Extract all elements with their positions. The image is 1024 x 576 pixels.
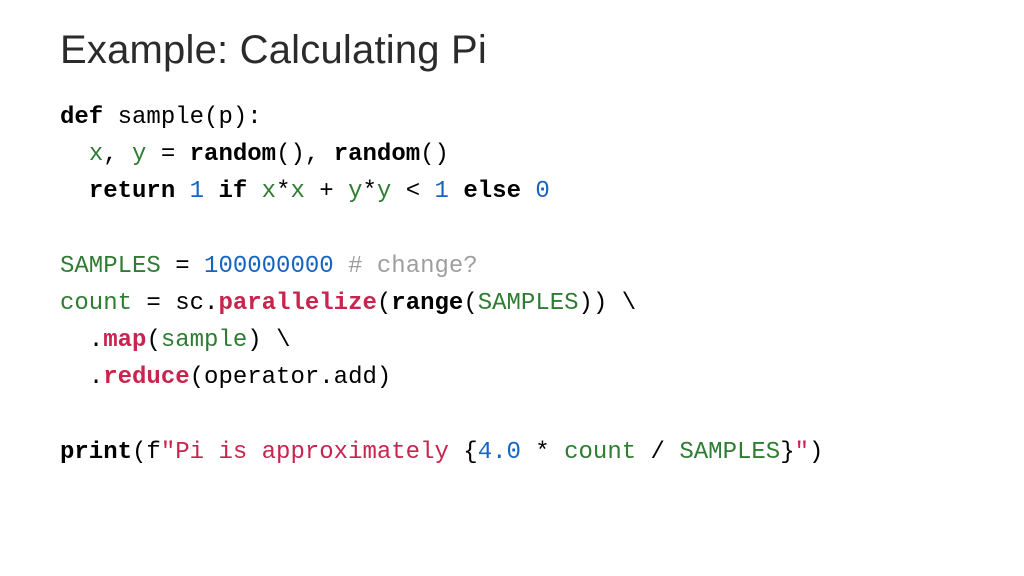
code-line-6: count = sc.parallelize(range(SAMPLES)) \: [60, 290, 636, 317]
code-line-7: .map(sample) \: [60, 327, 290, 354]
code-line-3: return 1 if x*x + y*y < 1 else 0: [60, 178, 550, 205]
code-line-8: .reduce(operator.add): [60, 364, 391, 391]
code-line-1: def sample(p):: [60, 104, 262, 131]
code-block: def sample(p): x, y = random(), random()…: [60, 99, 964, 471]
code-line-2: x, y = random(), random(): [60, 141, 449, 168]
slide: Example: Calculating Pi def sample(p): x…: [0, 0, 1024, 511]
code-line-10: print(f"Pi is approximately {4.0 * count…: [60, 439, 823, 466]
code-line-5: SAMPLES = 100000000 # change?: [60, 253, 478, 280]
slide-title: Example: Calculating Pi: [60, 28, 964, 73]
